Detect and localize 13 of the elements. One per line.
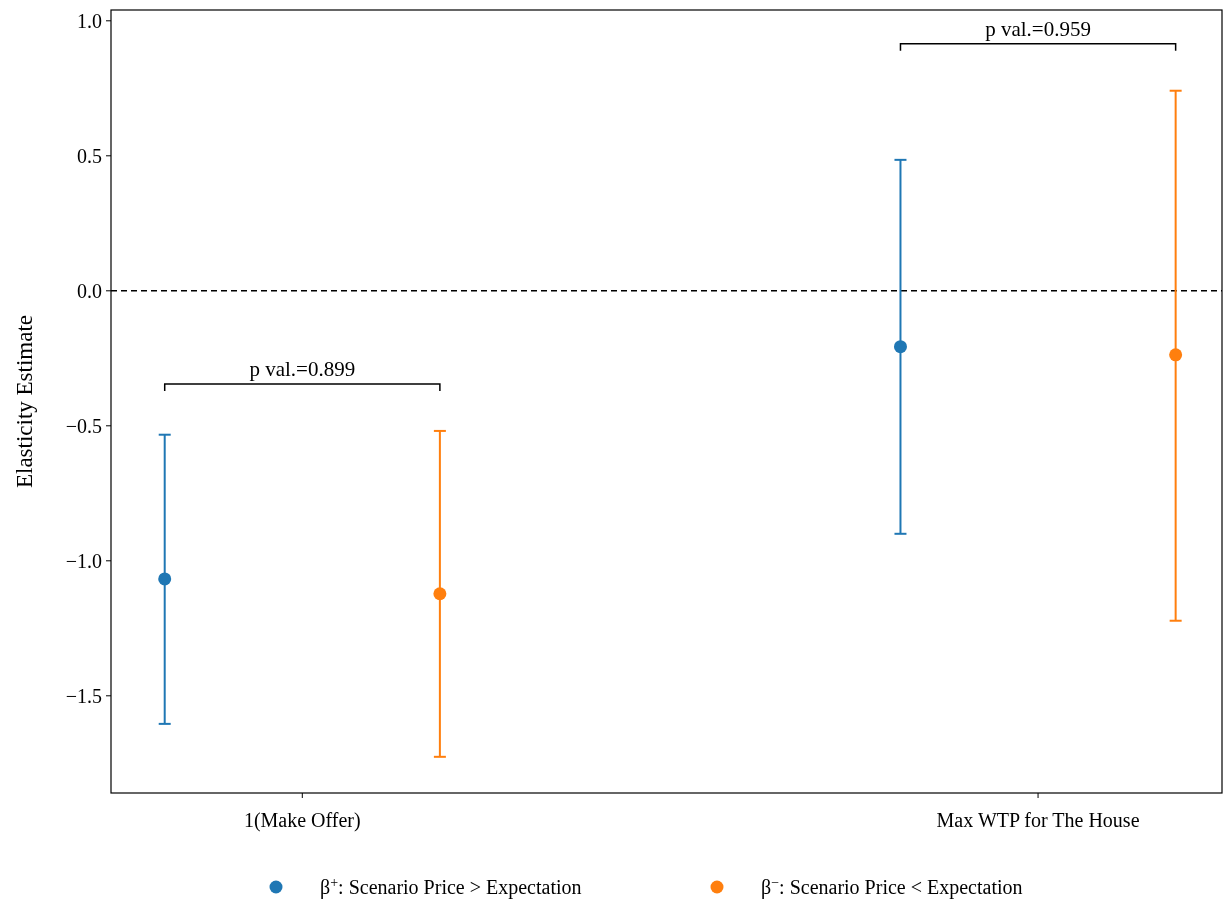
y-tick-label: 1.0 <box>77 9 102 32</box>
legend-label: β$^{+}$: Scenario Price > Expectation <box>320 874 582 899</box>
legend-label: β$^{−}$: Scenario Price < Expectation <box>761 874 1023 899</box>
y-tick-label: −1.0 <box>65 549 102 572</box>
y-tick-label: −0.5 <box>65 414 102 437</box>
y-tick-label: 0.5 <box>77 144 102 167</box>
y-axis-title: Elasticity Estimate <box>12 314 37 489</box>
x-tick-label: 1(Make Offer) <box>243 809 361 832</box>
y-tick-label: 0.0 <box>77 279 102 302</box>
annotation: p val.=0.959 <box>985 16 1091 41</box>
annotation: p val.=0.899 <box>249 356 356 381</box>
x-tick-label: Max WTP for The House <box>936 809 1140 831</box>
y-tick-label: −1.5 <box>65 684 102 707</box>
